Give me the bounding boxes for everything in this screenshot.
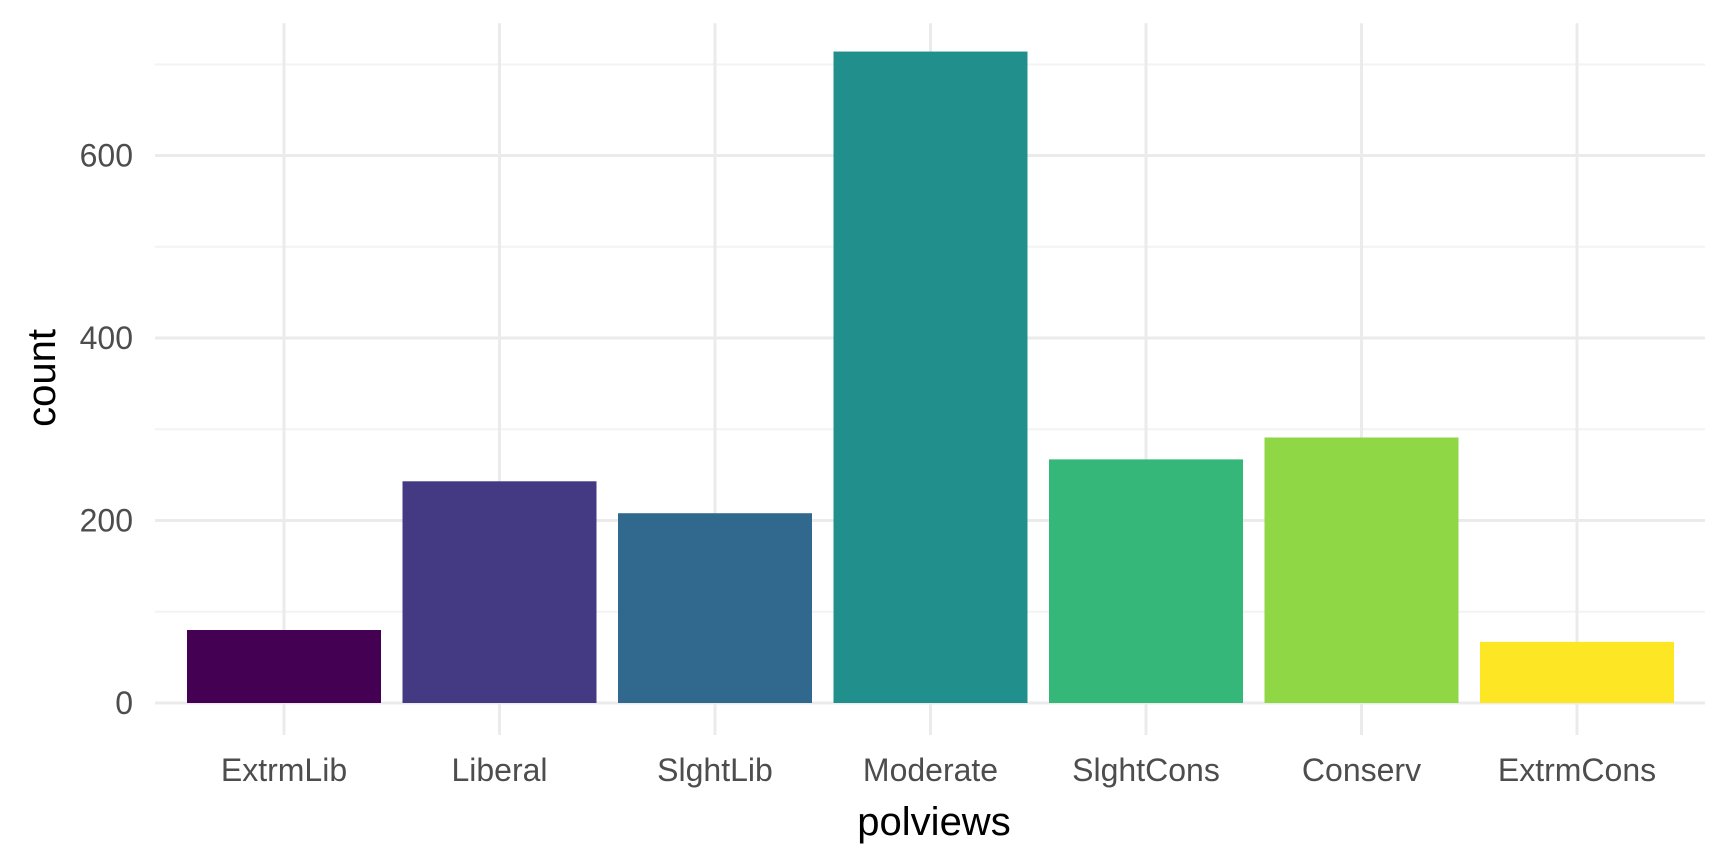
y-axis-ticks: 0 200 400 600 xyxy=(80,138,133,721)
x-tick-label: Liberal xyxy=(451,752,547,788)
bar-extrmlib xyxy=(187,630,381,703)
x-axis-title: polviews xyxy=(857,800,1010,844)
x-tick-label: ExtrmLib xyxy=(221,752,347,788)
bar-conserv xyxy=(1264,437,1459,703)
x-axis-ticks: ExtrmLib Liberal SlghtLib Moderate SlghtCons… xyxy=(221,752,1656,788)
bar-slghtlib xyxy=(618,513,812,703)
bar-extrmcons xyxy=(1480,641,1674,703)
bar-moderate xyxy=(833,51,1028,704)
x-tick-label: SlghtCons xyxy=(1072,752,1220,788)
x-tick-label: SlghtLib xyxy=(657,752,773,788)
y-tick-label: 400 xyxy=(80,320,133,356)
y-tick-label: 600 xyxy=(80,138,133,174)
y-tick-label: 200 xyxy=(80,503,133,539)
x-tick-label: Conserv xyxy=(1302,752,1421,788)
bars xyxy=(187,51,1674,704)
bar-liberal xyxy=(402,481,597,703)
x-tick-label: Moderate xyxy=(863,752,998,788)
y-axis-title: count xyxy=(20,329,64,427)
y-tick-label: 0 xyxy=(115,685,133,721)
bar-slghtcons xyxy=(1049,459,1243,703)
x-tick-label: ExtrmCons xyxy=(1498,752,1656,788)
